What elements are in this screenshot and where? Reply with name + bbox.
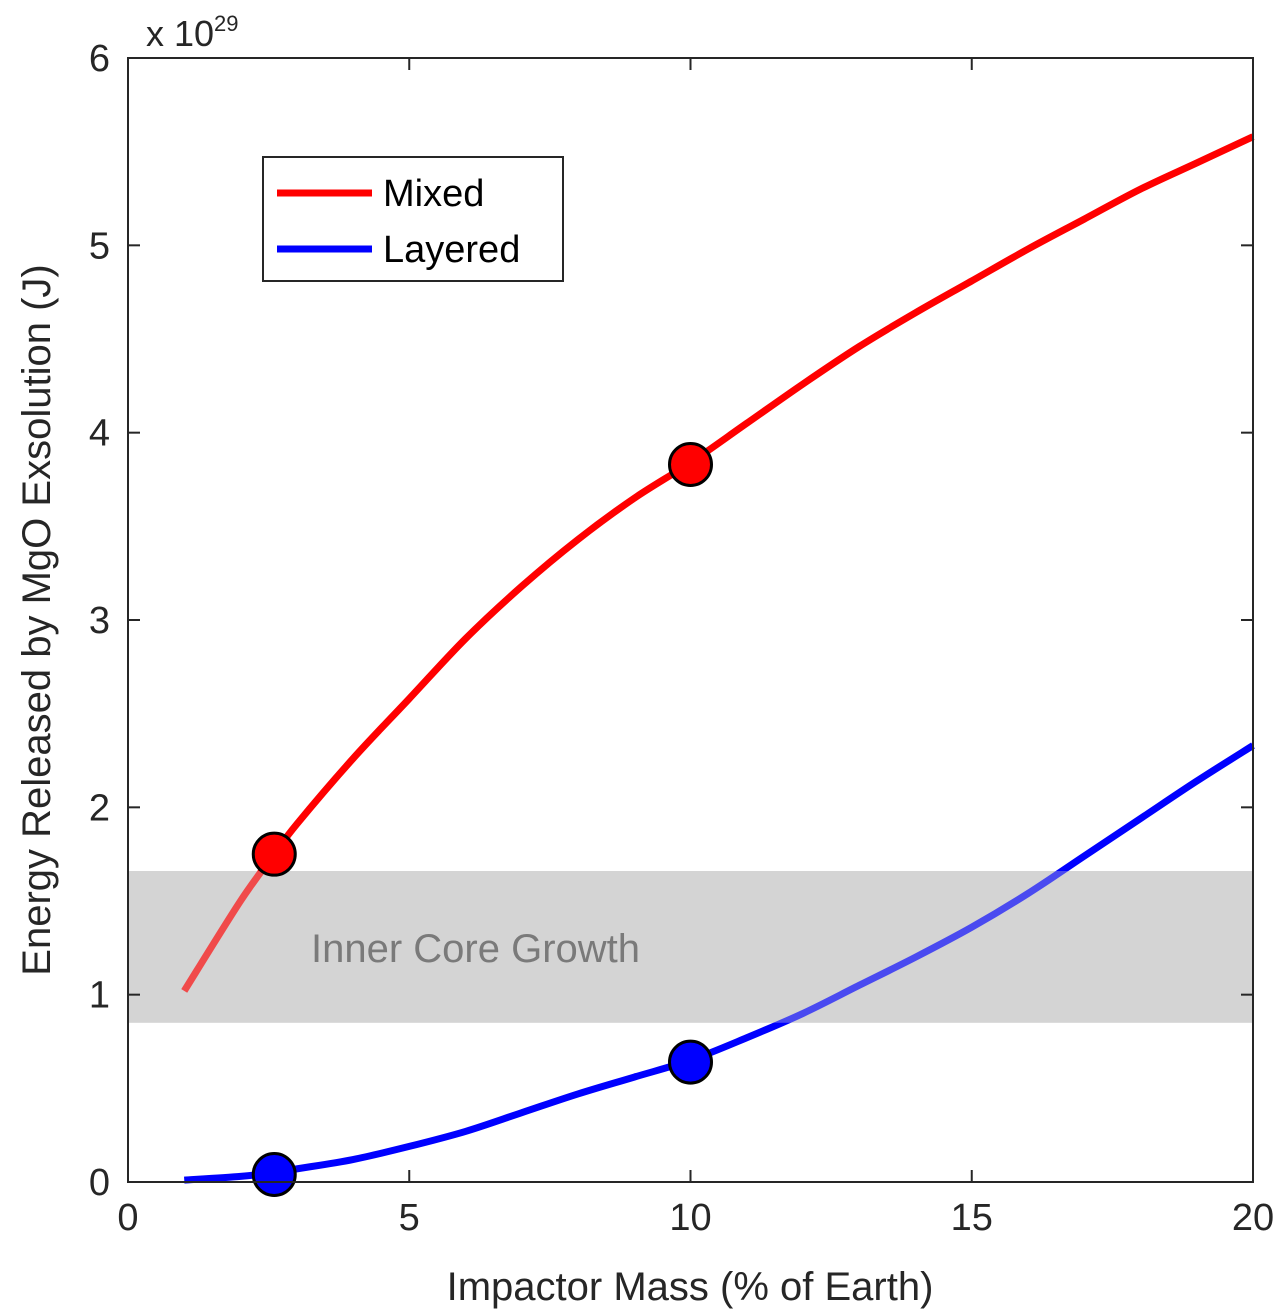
axes-layer: 0 5 10 15 20 0 1 2 3 4 5 6 [89, 38, 1274, 1239]
y-tick-label: 1 [89, 975, 110, 1017]
legend: Mixed Layered [262, 156, 564, 282]
legend-label-layered: Layered [383, 229, 520, 271]
legend-label-mixed: Mixed [383, 173, 484, 215]
marker-mixed-2 [668, 442, 713, 488]
x-tick-label: 15 [951, 1197, 993, 1239]
x-tick-label: 10 [669, 1197, 711, 1239]
y-tick-label: 6 [89, 38, 110, 80]
y-axis-exponent-base: x 10 [146, 13, 214, 54]
band-overlay [128, 871, 1253, 1023]
y-axis-exponent: x 1029 [146, 11, 239, 54]
y-tick-label: 5 [89, 225, 110, 267]
marker-layer [251, 442, 713, 1198]
x-tick-label: 20 [1232, 1197, 1274, 1239]
y-tick-label: 4 [89, 413, 110, 455]
marker-mixed-1 [251, 831, 297, 877]
legend-box [262, 156, 564, 282]
y-tick-label: 3 [89, 600, 110, 642]
y-tick-label: 2 [89, 787, 110, 829]
y-axis-title: Energy Released by MgO Exsolution (J) [15, 264, 59, 975]
x-axis-title: Impactor Mass (% of Earth) [447, 1265, 934, 1309]
marker-layered-2 [668, 1039, 713, 1085]
inner-core-growth-band [128, 871, 1253, 1023]
band-label: Inner Core Growth [311, 927, 640, 971]
band-layer [128, 871, 1253, 1023]
y-axis-exponent-power: 29 [214, 11, 238, 36]
x-tick-label: 5 [399, 1197, 420, 1239]
marker-layered-1 [251, 1152, 297, 1198]
y-tick-label: 0 [89, 1162, 110, 1204]
x-tick-label: 0 [117, 1197, 138, 1239]
series-layer: Inner Core Growth [128, 133, 1255, 1184]
